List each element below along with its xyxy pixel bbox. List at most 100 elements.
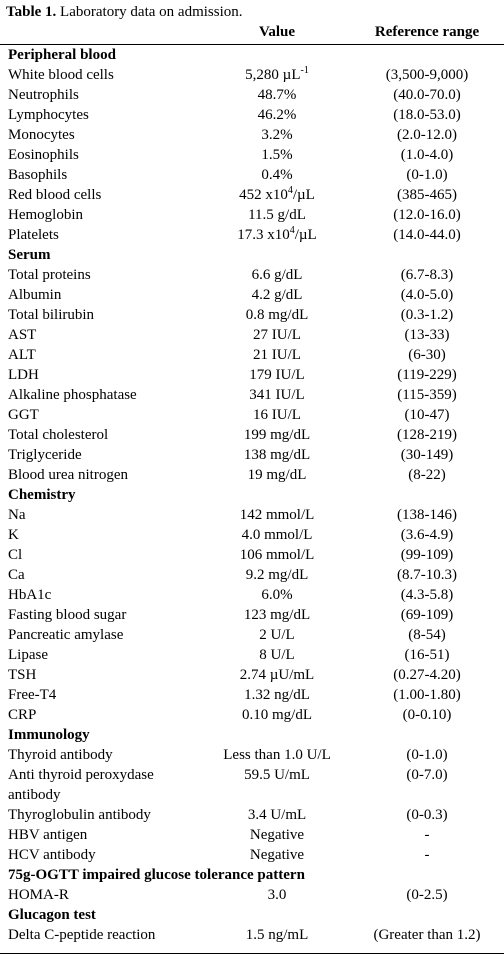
- item-value: Negative: [249, 827, 305, 843]
- section-title: Glucagon test: [8, 907, 96, 923]
- item-name: AST: [8, 327, 37, 343]
- reference-range: (138-146): [397, 507, 457, 523]
- item-name: Lymphocytes: [8, 107, 89, 123]
- section-row: 75g-OGTT impaired glucose tolerance patt…: [0, 865, 504, 885]
- item-value: 123 mg/dL: [243, 607, 311, 623]
- data-row: Anti thyroid peroxydase antibody 59.5 U/m…: [0, 765, 504, 805]
- item-name: Anti thyroid peroxydase antibody: [8, 767, 154, 803]
- item-name: Platelets: [8, 227, 59, 243]
- item-name: Total proteins: [8, 267, 91, 283]
- item-value: 142 mmol/L: [239, 507, 315, 523]
- data-row: Red blood cells 452 x104/µL (385-465): [0, 185, 504, 205]
- item-value: 138 mg/dL: [243, 447, 311, 463]
- reference-range: (2.0-12.0): [397, 127, 457, 143]
- data-row: CRP 0.10 mg/dL (0-0.10): [0, 705, 504, 725]
- item-name: TSH: [8, 667, 37, 683]
- reference-range: (0-0.3): [406, 807, 448, 823]
- item-name: ALT: [8, 347, 36, 363]
- item-name: Total bilirubin: [8, 307, 95, 323]
- item-value: 3.2%: [261, 127, 293, 143]
- item-name: Monocytes: [8, 127, 75, 143]
- reference-range: (8-22): [408, 467, 446, 483]
- item-value: 0.4%: [261, 167, 293, 183]
- item-value: 4.0 mmol/L: [241, 527, 313, 543]
- reference-range: (0.3-1.2): [400, 307, 454, 323]
- reference-range: (8.7-10.3): [397, 567, 457, 583]
- item-value: 2 U/L: [259, 627, 295, 643]
- data-row: HCV antibody Negative -: [0, 845, 504, 865]
- table-bottom-rule: [0, 945, 504, 954]
- data-row: Lymphocytes 46.2% (18.0-53.0): [0, 105, 504, 125]
- item-name: Thyroid antibody: [8, 747, 113, 763]
- item-name: Alkaline phosphatase: [8, 387, 137, 403]
- reference-range: (10-47): [404, 407, 450, 423]
- item-name: LDH: [8, 367, 39, 383]
- item-name: Fasting blood sugar: [8, 607, 127, 623]
- data-row: HbA1c 6.0% (4.3-5.8): [0, 585, 504, 605]
- reference-range: (1.0-4.0): [400, 147, 454, 163]
- item-value: 0.10 mg/dL: [242, 707, 312, 723]
- reference-range: (13-33): [404, 327, 450, 343]
- section-title: 75g-OGTT impaired glucose tolerance patt…: [8, 867, 305, 883]
- item-name: Cl: [8, 547, 23, 563]
- item-value: 46.2%: [257, 107, 297, 123]
- item-name: Thyroglobulin antibody: [8, 807, 151, 823]
- reference-range: (0-1.0): [406, 747, 448, 763]
- item-value: 2.74 µU/mL: [239, 667, 315, 683]
- item-value: 3.0: [267, 887, 287, 903]
- item-value: 0.8 mg/dL: [245, 307, 309, 323]
- data-row: ALT 21 IU/L (6-30): [0, 345, 504, 365]
- item-name: Delta C-peptide reaction: [8, 927, 156, 943]
- data-row: Alkaline phosphatase 341 IU/L (115-359): [0, 385, 504, 405]
- value-pre: 452 x10: [239, 187, 288, 203]
- data-row: Monocytes 3.2% (2.0-12.0): [0, 125, 504, 145]
- data-row: White blood cells 5,280 µL-1 (3,500-9,000): [0, 65, 504, 85]
- item-value: 1.32 ng/dL: [244, 687, 310, 703]
- reference-range: (16-51): [404, 647, 450, 663]
- item-name: Eosinophils: [8, 147, 79, 163]
- item-name: CRP: [8, 707, 37, 723]
- data-row: Thyroid antibody Less than 1.0 U/L (0-1.0): [0, 745, 504, 765]
- item-name: Neutrophils: [8, 87, 79, 103]
- section-row: Immunology: [0, 725, 504, 745]
- section-title: Serum: [8, 247, 51, 263]
- reference-range: (12.0-16.0): [393, 207, 461, 223]
- item-name: Total cholesterol: [8, 427, 109, 443]
- item-name: HBV antigen: [8, 827, 88, 843]
- data-row: Ca 9.2 mg/dL (8.7-10.3): [0, 565, 504, 585]
- lab-table: Value Reference range Peripheral blood Wh…: [0, 22, 504, 954]
- data-row: Total cholesterol 199 mg/dL (128-219): [0, 425, 504, 445]
- reference-range: (6-30): [408, 347, 446, 363]
- reference-range: (4.3-5.8): [400, 587, 454, 603]
- item-name: HbA1c: [8, 587, 52, 603]
- item-name: Ca: [8, 567, 25, 583]
- item-name: Triglyceride: [8, 447, 82, 463]
- value-sup: 4: [287, 185, 293, 196]
- reference-range: (99-109): [400, 547, 454, 563]
- data-row: GGT 16 IU/L (10-47): [0, 405, 504, 425]
- item-name: White blood cells: [8, 67, 114, 83]
- reference-range: -: [424, 847, 430, 863]
- data-row: LDH 179 IU/L (119-229): [0, 365, 504, 385]
- item-value: 3.4 U/mL: [247, 807, 307, 823]
- item-value: 179 IU/L: [249, 367, 305, 383]
- item-value: 6.0%: [261, 587, 293, 603]
- header-range: Reference range: [374, 24, 480, 40]
- data-row: AST 27 IU/L (13-33): [0, 325, 504, 345]
- data-row: Fasting blood sugar 123 mg/dL (69-109): [0, 605, 504, 625]
- item-name: HCV antibody: [8, 847, 96, 863]
- item-name: HOMA-R: [8, 887, 69, 903]
- item-value: 21 IU/L: [253, 347, 301, 363]
- data-row: Lipase 8 U/L (16-51): [0, 645, 504, 665]
- value-post: /µL: [292, 187, 315, 203]
- reference-range: (6.7-8.3): [400, 267, 454, 283]
- data-row: Delta C-peptide reaction 1.5 ng/mL (Greate…: [0, 925, 504, 945]
- reference-range: (0-2.5): [406, 887, 448, 903]
- reference-range: (0-1.0): [406, 167, 448, 183]
- item-value: 341 IU/L: [249, 387, 305, 403]
- item-name: Red blood cells: [8, 187, 102, 203]
- reference-range: (0-0.10): [402, 707, 452, 723]
- data-row: K 4.0 mmol/L (3.6-4.9): [0, 525, 504, 545]
- item-value: 17.3 x104/µL: [202, 225, 352, 245]
- data-row: Total bilirubin 0.8 mg/dL (0.3-1.2): [0, 305, 504, 325]
